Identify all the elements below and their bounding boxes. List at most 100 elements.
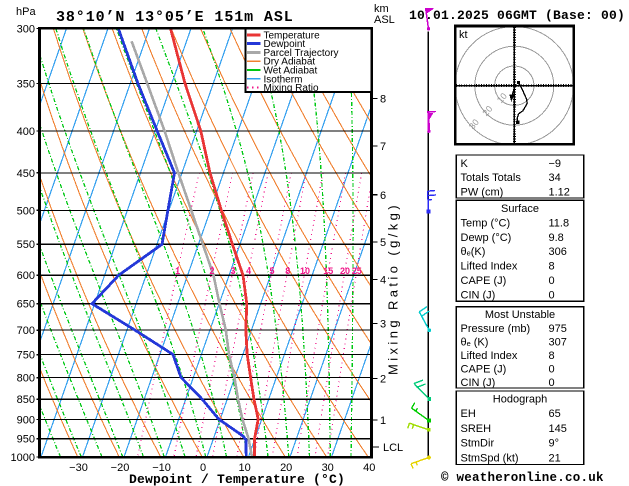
svg-text:0: 0 — [549, 377, 555, 389]
svg-text:306: 306 — [549, 246, 567, 258]
svg-text:−30: −30 — [69, 462, 88, 474]
svg-text:LCL: LCL — [383, 442, 403, 454]
svg-text:3: 3 — [380, 319, 386, 331]
svg-text:Temperature: Temperature — [264, 30, 321, 41]
svg-text:CIN (J): CIN (J) — [461, 290, 496, 302]
svg-text:10: 10 — [238, 462, 250, 474]
svg-text:307: 307 — [549, 336, 567, 348]
svg-text:0: 0 — [549, 363, 555, 375]
svg-text:2: 2 — [209, 266, 214, 276]
svg-text:Pressure (mb): Pressure (mb) — [461, 323, 531, 335]
svg-text:4: 4 — [380, 275, 386, 287]
svg-text:21: 21 — [549, 452, 561, 464]
svg-text:CAPE (J): CAPE (J) — [461, 275, 507, 287]
svg-text:Hodograph: Hodograph — [493, 394, 547, 406]
svg-text:800: 800 — [17, 373, 35, 385]
svg-text:5: 5 — [269, 266, 274, 276]
svg-text:CAPE (J): CAPE (J) — [461, 363, 507, 375]
svg-text:EH: EH — [461, 408, 476, 420]
svg-text:kt: kt — [459, 29, 468, 41]
svg-text:850: 850 — [17, 394, 35, 406]
svg-text:30: 30 — [467, 117, 481, 131]
svg-text:20: 20 — [280, 462, 292, 474]
svg-text:20: 20 — [340, 266, 350, 276]
svg-text:8: 8 — [549, 350, 555, 362]
svg-text:550: 550 — [17, 239, 35, 251]
svg-text:SREH: SREH — [461, 423, 492, 435]
svg-text:900: 900 — [17, 415, 35, 427]
svg-text:Dry Adiabat: Dry Adiabat — [264, 57, 316, 68]
svg-text:0: 0 — [549, 275, 555, 287]
svg-text:30: 30 — [322, 462, 334, 474]
svg-text:θₑ(K): θₑ(K) — [461, 246, 486, 258]
svg-text:Surface: Surface — [501, 203, 539, 215]
svg-text:Mixing Ratio (g/kg): Mixing Ratio (g/kg) — [386, 202, 401, 375]
svg-text:Most Unstable: Most Unstable — [485, 309, 555, 321]
svg-text:700: 700 — [17, 325, 35, 337]
svg-text:10: 10 — [495, 91, 509, 105]
svg-text:750: 750 — [17, 350, 35, 362]
svg-text:10.01.2025 06GMT (Base: 00): 10.01.2025 06GMT (Base: 00) — [409, 8, 625, 23]
svg-text:450: 450 — [17, 168, 35, 180]
svg-text:9°: 9° — [549, 438, 560, 450]
svg-text:Parcel Trajectory: Parcel Trajectory — [264, 48, 339, 59]
svg-text:0: 0 — [200, 462, 206, 474]
svg-text:0: 0 — [549, 290, 555, 302]
svg-text:θₑ (K): θₑ (K) — [461, 336, 489, 348]
svg-text:Dewpoint: Dewpoint — [264, 39, 306, 50]
svg-text:K: K — [461, 158, 469, 170]
svg-text:Lifted Index: Lifted Index — [461, 261, 518, 273]
svg-text:38°10’N 13°05’E 151m ASL: 38°10’N 13°05’E 151m ASL — [56, 9, 294, 26]
svg-text:hPa: hPa — [16, 6, 36, 18]
svg-text:5: 5 — [380, 237, 386, 249]
svg-text:25: 25 — [352, 266, 362, 276]
svg-text:20: 20 — [480, 104, 494, 118]
svg-text:−9: −9 — [549, 158, 562, 170]
svg-text:65: 65 — [549, 408, 561, 420]
svg-text:StmSpd (kt): StmSpd (kt) — [461, 452, 519, 464]
svg-text:7: 7 — [380, 141, 386, 153]
svg-text:650: 650 — [17, 299, 35, 311]
svg-text:ASL: ASL — [374, 14, 395, 26]
svg-text:2: 2 — [380, 374, 386, 386]
svg-text:950: 950 — [17, 434, 35, 446]
svg-text:1: 1 — [380, 415, 386, 427]
svg-text:145: 145 — [549, 423, 567, 435]
svg-text:4: 4 — [246, 266, 251, 276]
svg-text:Temp (°C): Temp (°C) — [461, 217, 511, 229]
svg-text:15: 15 — [323, 266, 333, 276]
svg-text:km: km — [374, 3, 389, 15]
svg-text:500: 500 — [17, 205, 35, 217]
svg-text:10: 10 — [300, 266, 310, 276]
svg-text:Mixing Ratio: Mixing Ratio — [264, 83, 319, 94]
svg-text:9.8: 9.8 — [549, 232, 564, 244]
svg-text:−10: −10 — [152, 462, 171, 474]
svg-text:8: 8 — [549, 261, 555, 273]
svg-text:Wet Adiabat: Wet Adiabat — [264, 66, 318, 77]
svg-text:© weatheronline.co.uk: © weatheronline.co.uk — [441, 471, 604, 485]
svg-text:1000: 1000 — [11, 452, 35, 464]
svg-text:34: 34 — [549, 172, 561, 184]
svg-text:11.8: 11.8 — [549, 217, 570, 229]
svg-text:Lifted Index: Lifted Index — [461, 350, 518, 362]
svg-text:Dewp (°C): Dewp (°C) — [461, 232, 512, 244]
svg-text:40: 40 — [363, 462, 375, 474]
svg-text:300: 300 — [17, 24, 35, 36]
svg-text:1: 1 — [175, 266, 180, 276]
svg-text:350: 350 — [17, 78, 35, 90]
svg-text:PW (cm): PW (cm) — [461, 187, 504, 199]
svg-text:Isotherm: Isotherm — [264, 74, 303, 85]
svg-text:Dewpoint / Temperature (°C): Dewpoint / Temperature (°C) — [129, 472, 345, 486]
svg-text:1.12: 1.12 — [549, 187, 570, 199]
svg-text:StmDir: StmDir — [461, 438, 495, 450]
svg-text:CIN (J): CIN (J) — [461, 377, 496, 389]
svg-text:600: 600 — [17, 270, 35, 282]
svg-text:3: 3 — [230, 266, 235, 276]
svg-text:−20: −20 — [111, 462, 130, 474]
svg-text:8: 8 — [380, 94, 386, 106]
svg-text:8: 8 — [285, 266, 290, 276]
svg-text:400: 400 — [17, 126, 35, 138]
svg-text:Totals Totals: Totals Totals — [461, 172, 522, 184]
svg-text:6: 6 — [380, 190, 386, 202]
svg-text:975: 975 — [549, 323, 567, 335]
